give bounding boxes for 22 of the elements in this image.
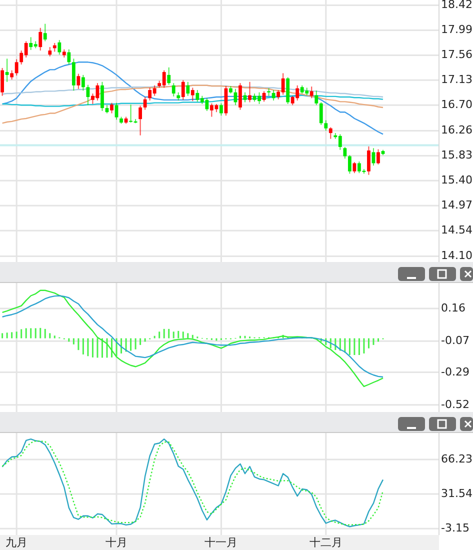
y-tick-label: 66.23	[441, 452, 472, 466]
x-tick-label: 十一月	[204, 536, 238, 550]
y-tick-label: 16.26	[441, 124, 472, 137]
y-tick-label: 31.54	[441, 487, 472, 500]
y-tick-label: 14.97	[441, 198, 472, 212]
y-tick-label: 14.10	[441, 249, 472, 262]
x-tick-label: 九月	[6, 536, 28, 550]
y-tick-label: -3.15	[441, 522, 470, 535]
y-tick-label: 18.42	[441, 0, 472, 12]
y-tick-label: 15.40	[441, 174, 472, 187]
y-tick-label: 17.99	[441, 23, 472, 36]
y-tick-label: 16.70	[441, 98, 472, 112]
y-tick-label: 15.83	[441, 148, 472, 162]
y-tick-label: 14.54	[441, 224, 472, 237]
y-tick-label: -0.07	[441, 334, 470, 348]
y-tick-label: -0.52	[441, 398, 470, 411]
y-tick-label: 17.13	[441, 73, 472, 86]
y-tick-label: 17.56	[441, 48, 472, 62]
y-tick-label: -0.29	[441, 365, 470, 378]
x-tick-label: 十二月	[309, 536, 342, 550]
x-tick-label: 十月	[106, 536, 128, 550]
y-tick-label: 0.16	[441, 302, 466, 315]
